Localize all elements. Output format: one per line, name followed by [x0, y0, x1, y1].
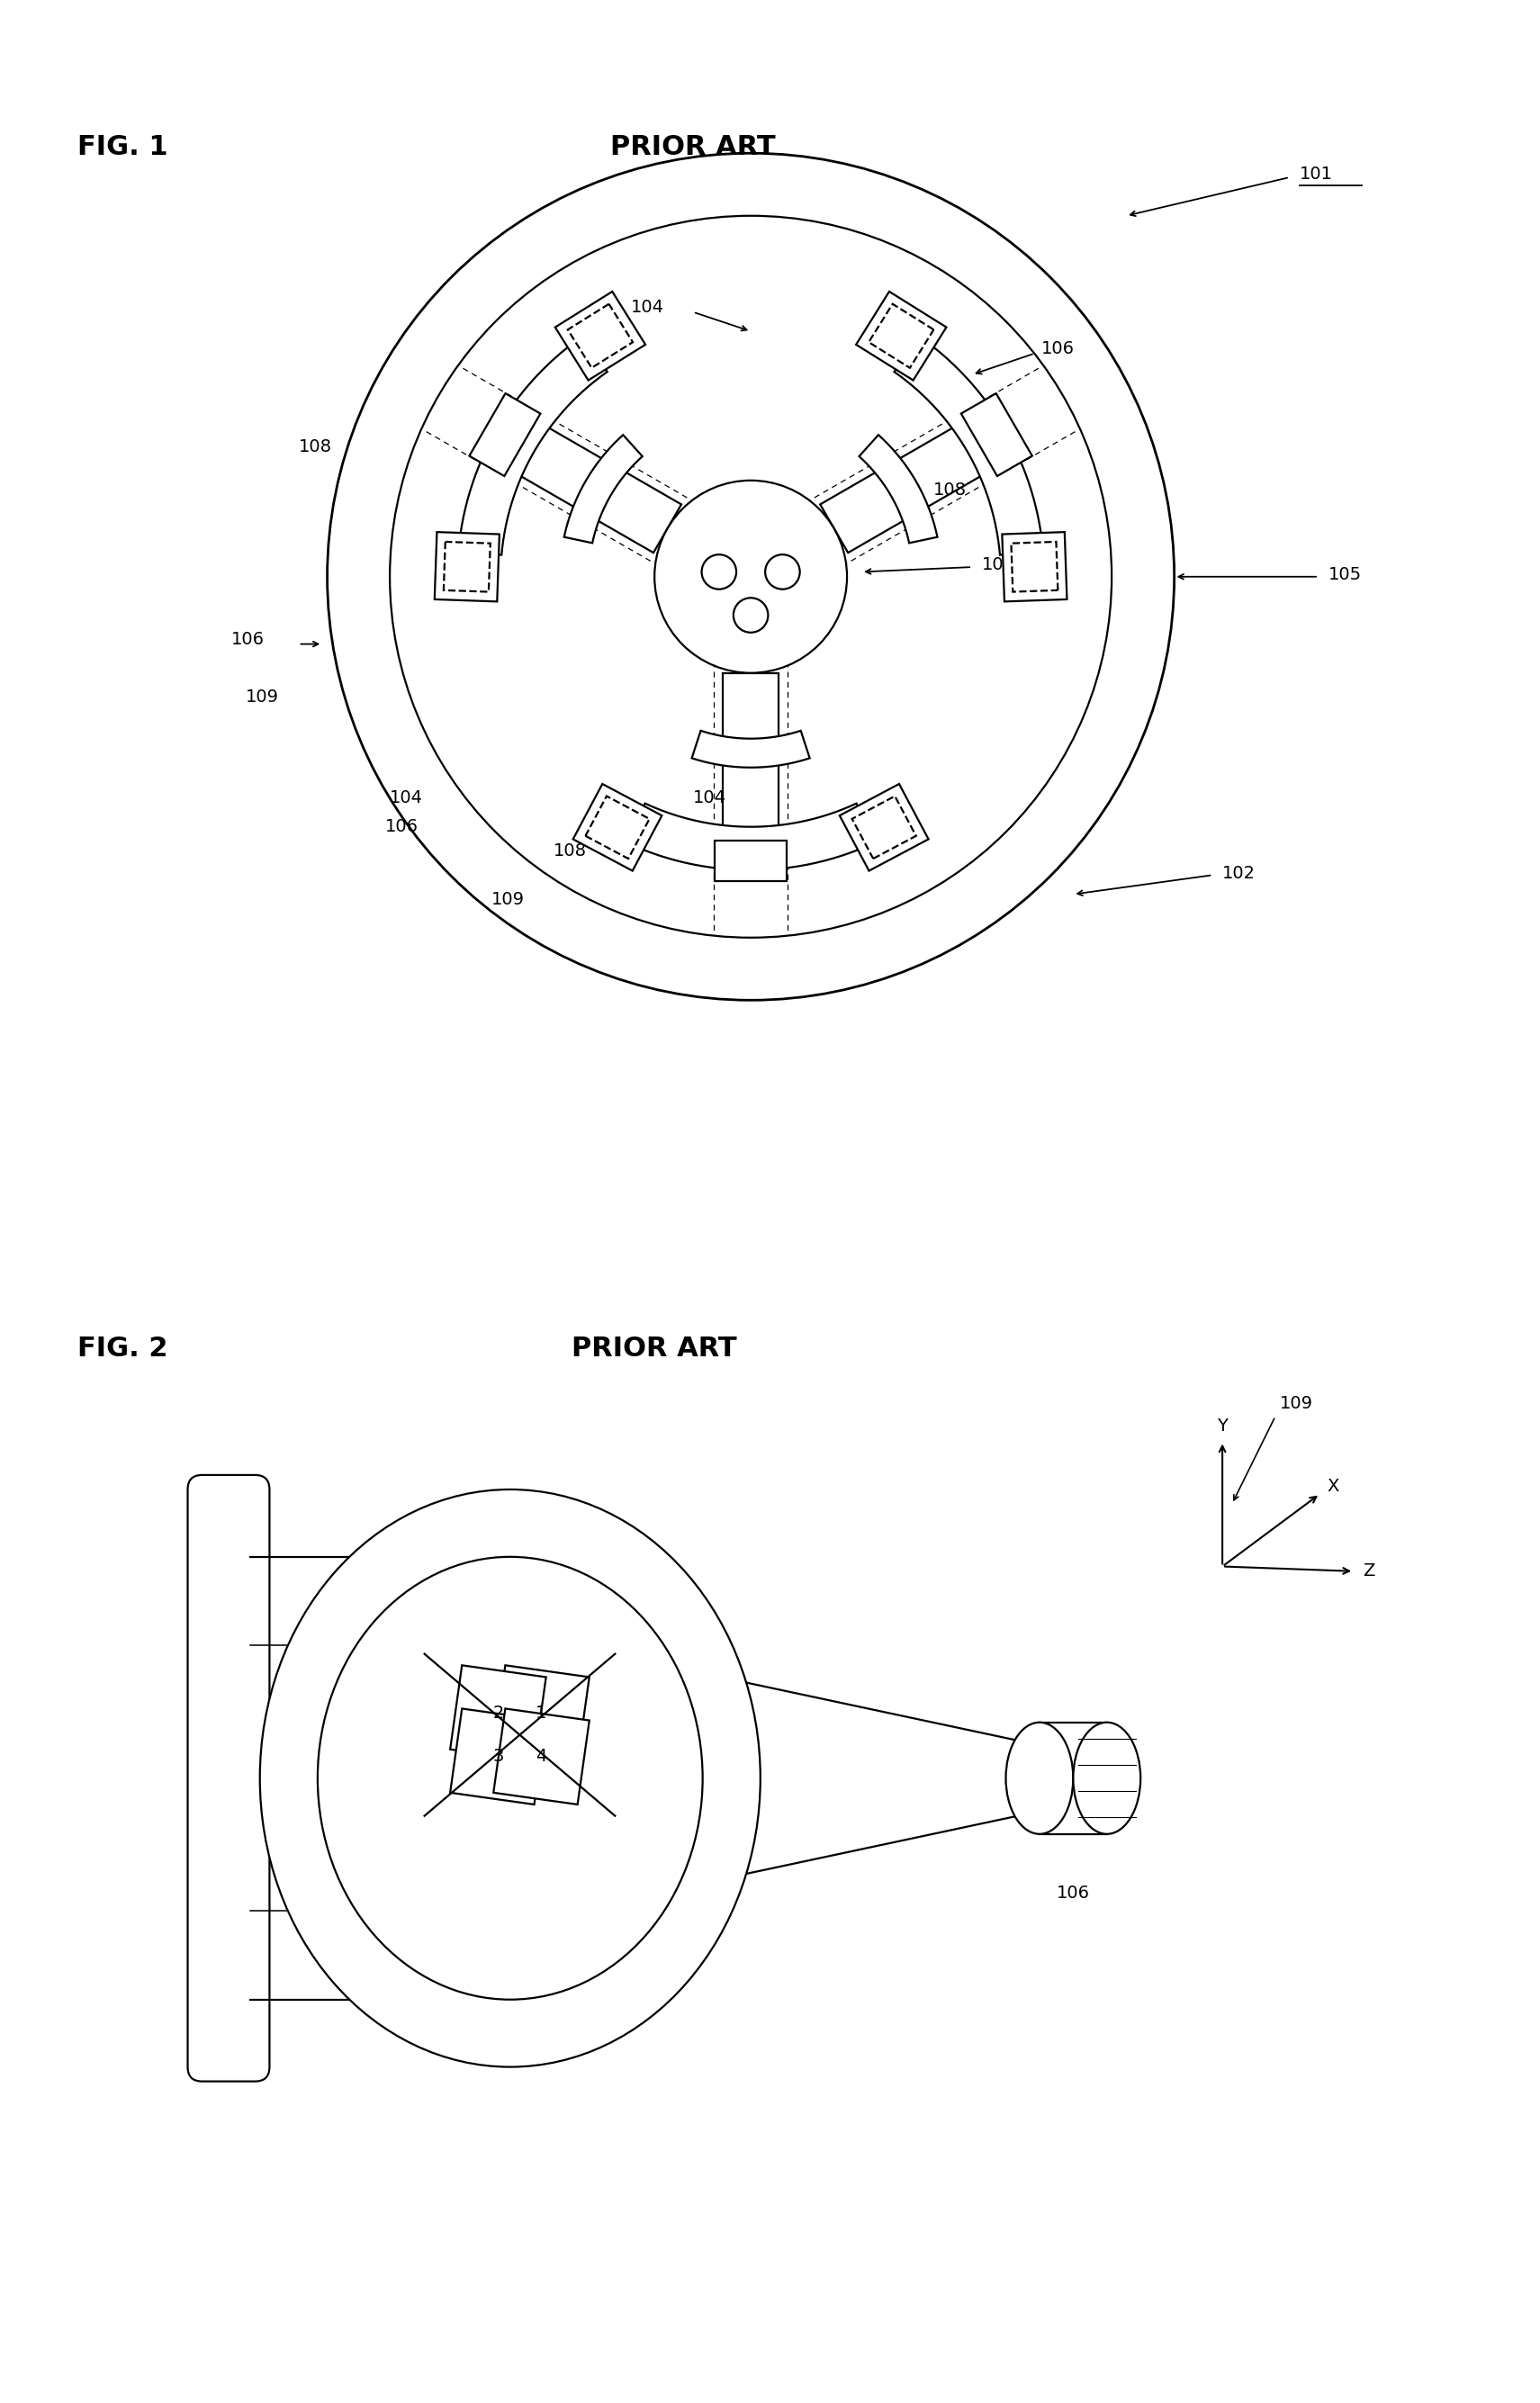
Text: 4: 4 [536, 1747, 547, 1766]
Polygon shape [859, 435, 938, 543]
Polygon shape [573, 783, 662, 870]
Polygon shape [450, 1709, 547, 1805]
Text: 104: 104 [390, 791, 424, 807]
Text: PRIOR ART: PRIOR ART [610, 135, 776, 161]
Text: 108: 108 [553, 843, 587, 860]
Text: 106: 106 [231, 630, 265, 649]
Text: 109: 109 [491, 892, 524, 908]
Polygon shape [470, 394, 541, 476]
Polygon shape [564, 435, 642, 543]
Polygon shape [691, 731, 810, 767]
Polygon shape [627, 803, 875, 870]
Polygon shape [839, 783, 929, 870]
Polygon shape [554, 291, 645, 380]
Text: 109: 109 [1280, 1396, 1314, 1413]
Polygon shape [869, 303, 933, 368]
Text: 2: 2 [493, 1704, 504, 1723]
Text: Y: Y [1217, 1418, 1227, 1435]
Polygon shape [961, 394, 1032, 476]
Text: 102: 102 [1223, 865, 1255, 882]
Circle shape [702, 555, 736, 589]
Polygon shape [493, 1665, 590, 1761]
Polygon shape [444, 541, 490, 591]
Text: 103: 103 [983, 557, 1015, 574]
Text: 104: 104 [693, 791, 727, 807]
Text: 105: 105 [1327, 567, 1361, 584]
Text: 109: 109 [594, 315, 628, 334]
Polygon shape [585, 795, 650, 858]
Circle shape [765, 555, 799, 589]
Text: 108a: 108a [502, 1874, 547, 1891]
Ellipse shape [1006, 1723, 1073, 1833]
Polygon shape [715, 841, 787, 882]
Polygon shape [491, 411, 681, 553]
Text: 108a: 108a [502, 1605, 547, 1622]
Polygon shape [493, 1709, 590, 1805]
Text: X: X [1327, 1478, 1340, 1495]
Polygon shape [895, 336, 1043, 555]
Text: 109: 109 [245, 687, 279, 706]
Text: 106: 106 [385, 819, 419, 836]
Ellipse shape [317, 1557, 702, 1999]
Ellipse shape [260, 1490, 761, 2067]
Polygon shape [459, 336, 607, 555]
Text: FIG. 1: FIG. 1 [77, 135, 168, 161]
Text: PRIOR ART: PRIOR ART [571, 1336, 738, 1363]
Polygon shape [450, 1665, 547, 1761]
Polygon shape [1012, 541, 1058, 591]
Text: 108: 108 [619, 1648, 653, 1665]
Text: FIG. 2: FIG. 2 [77, 1336, 168, 1363]
Polygon shape [434, 531, 499, 601]
Text: 104: 104 [630, 298, 664, 315]
Circle shape [654, 481, 847, 673]
FancyBboxPatch shape [188, 1475, 269, 2081]
Text: 108: 108 [933, 481, 967, 497]
Text: Z: Z [1363, 1562, 1375, 1579]
Polygon shape [852, 795, 916, 858]
Text: 106: 106 [1056, 1884, 1090, 1901]
Polygon shape [1003, 531, 1067, 601]
Text: 106: 106 [1041, 341, 1075, 358]
Circle shape [733, 598, 768, 632]
Text: 101: 101 [1300, 166, 1332, 183]
Text: 1: 1 [536, 1704, 547, 1723]
Polygon shape [722, 673, 779, 860]
Text: 3: 3 [493, 1747, 504, 1766]
Polygon shape [821, 411, 1010, 553]
Polygon shape [568, 303, 633, 368]
Ellipse shape [1073, 1723, 1141, 1833]
Text: 108: 108 [299, 437, 331, 454]
Polygon shape [856, 291, 947, 380]
